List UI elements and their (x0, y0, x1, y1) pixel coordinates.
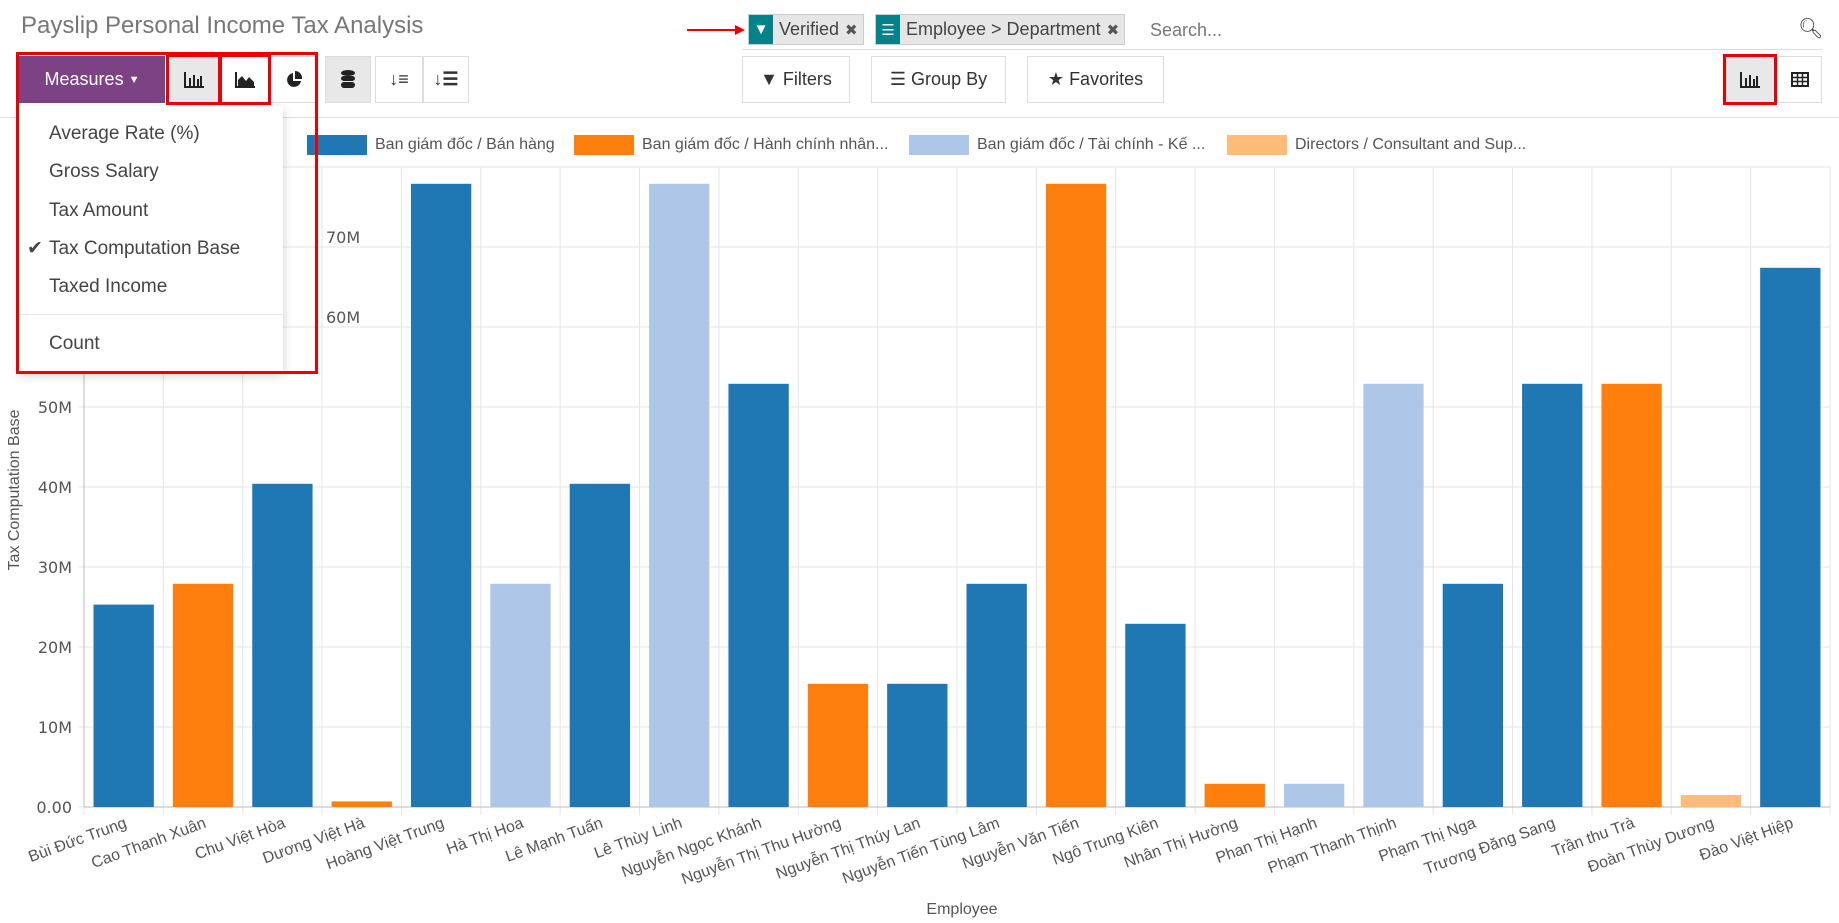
checkmark-icon: ✔ (27, 238, 43, 259)
measure-tax-amount[interactable]: Tax Amount (49, 200, 149, 221)
measure-count[interactable]: Count (49, 333, 100, 354)
search-input[interactable] (1150, 16, 1790, 44)
bar (1283, 783, 1345, 807)
remove-facet-icon[interactable]: ✖ (1106, 21, 1120, 39)
remove-facet-icon[interactable]: ✖ (845, 21, 858, 39)
filter-icon: ▼ (760, 69, 778, 89)
facet-label: Employee > Department (906, 19, 1101, 39)
group-by-label: Group By (911, 69, 988, 89)
list-icon: ☰ (889, 69, 907, 89)
area-chart-icon (235, 71, 255, 88)
bar (966, 583, 1027, 807)
bar (1601, 383, 1662, 807)
facet-groupby[interactable]: ☰ Employee > Department ✖ (875, 14, 1126, 45)
measures-label: Measures (44, 69, 124, 89)
facet-verified[interactable]: ▼ Verified ✖ (748, 14, 864, 45)
filters-button[interactable]: ▼ Filters (742, 56, 850, 103)
bar (649, 183, 710, 808)
legend-label: Ban giám đốc / Tài chính - Kế ... (977, 136, 1206, 153)
bar (331, 801, 392, 807)
bar (172, 583, 234, 807)
red-arrow-annotation (687, 25, 745, 35)
x-axis-title: Employee (926, 901, 997, 918)
measure-tax-computation-base[interactable]: Tax Computation Base (49, 238, 241, 259)
divider (0, 117, 1839, 118)
legend-label: Ban giám đốc / Hành chính nhân... (642, 136, 889, 153)
bar-chart-icon (183, 71, 204, 88)
stacked-button[interactable] (325, 56, 371, 103)
legend-item[interactable]: Ban giám đốc / Hành chính nhân... (574, 135, 888, 155)
y-tick-label: 10M (38, 718, 72, 737)
legend-item[interactable]: Directors / Consultant and Sup... (1227, 135, 1526, 155)
group-by-button[interactable]: ☰ Group By (871, 56, 1006, 103)
divider (19, 314, 283, 315)
bar (1680, 795, 1742, 807)
sort-asc-icon: ↓☰ (433, 69, 459, 89)
database-icon (341, 69, 355, 88)
bar (1442, 583, 1504, 807)
legend-item[interactable]: Ban giám đốc / Bán hàng (307, 135, 555, 155)
y-tick-label: 40M (38, 478, 72, 497)
legend-item[interactable]: Ban giám đốc / Tài chính - Kế ... (909, 135, 1205, 155)
divider (742, 49, 1822, 50)
legend-swatch (574, 135, 634, 155)
legend-swatch (909, 135, 969, 155)
caret-down-icon: ▼ (128, 73, 140, 86)
facet-label: Verified (779, 19, 840, 39)
bar (1760, 267, 1821, 807)
legend-swatch (307, 135, 367, 155)
bar (1204, 783, 1265, 807)
measures-dropdown: Average Rate (%) Gross Salary Tax Amount… (19, 106, 283, 371)
legend-label: Ban giám đốc / Bán hàng (375, 136, 555, 153)
bar (569, 483, 631, 807)
page-title: Payslip Personal Income Tax Analysis (21, 12, 424, 39)
favorites-label: Favorites (1069, 69, 1144, 89)
favorites-button[interactable]: ★ Favorites (1027, 56, 1164, 103)
bar-chart-icon (1740, 71, 1760, 88)
bar (252, 483, 313, 807)
x-tick-label: Trương Đăng Sang (1422, 815, 1558, 878)
measure-gross-salary[interactable]: Gross Salary (49, 161, 159, 182)
bar (1125, 623, 1186, 807)
line-chart-button[interactable] (221, 56, 269, 103)
bar (93, 604, 154, 807)
measure-taxed-income[interactable]: Taxed Income (49, 276, 168, 297)
filters-label: Filters (782, 69, 832, 89)
measures-button[interactable]: Measures ▼ (19, 56, 165, 103)
legend-swatch (1227, 135, 1287, 155)
sort-ascending-button[interactable]: ↓☰ (423, 56, 469, 103)
bar (807, 683, 869, 807)
y-axis-title: Tax Computation Base (6, 409, 23, 570)
bar (1522, 383, 1583, 807)
measure-average-rate[interactable]: Average Rate (%) (49, 123, 200, 144)
star-icon: ★ (1047, 69, 1065, 89)
bar (1363, 383, 1424, 807)
search-icon[interactable]: 🔍︎ (1798, 18, 1824, 40)
bar-chart-button[interactable] (168, 56, 219, 103)
y-tick-label: 0.00 (36, 798, 72, 817)
bar (410, 183, 472, 808)
y-tick-label: 60M (326, 308, 360, 327)
y-tick-label: 20M (38, 638, 72, 657)
bar (1045, 183, 1107, 808)
filter-icon: ▼ (749, 15, 773, 44)
pivot-view-button[interactable] (1777, 56, 1822, 103)
bar (728, 383, 789, 807)
pie-chart-icon (286, 70, 302, 87)
bar (887, 683, 948, 807)
y-tick-label: 50M (38, 398, 72, 417)
y-tick-label: 70M (326, 228, 360, 247)
sort-descending-button[interactable]: ↓≡ (375, 56, 423, 103)
bar (490, 583, 551, 807)
table-icon (1790, 72, 1809, 87)
legend-label: Directors / Consultant and Sup... (1295, 136, 1527, 153)
group-icon: ☰ (876, 15, 900, 44)
sort-desc-icon: ↓≡ (389, 69, 409, 89)
y-tick-label: 30M (38, 558, 72, 577)
